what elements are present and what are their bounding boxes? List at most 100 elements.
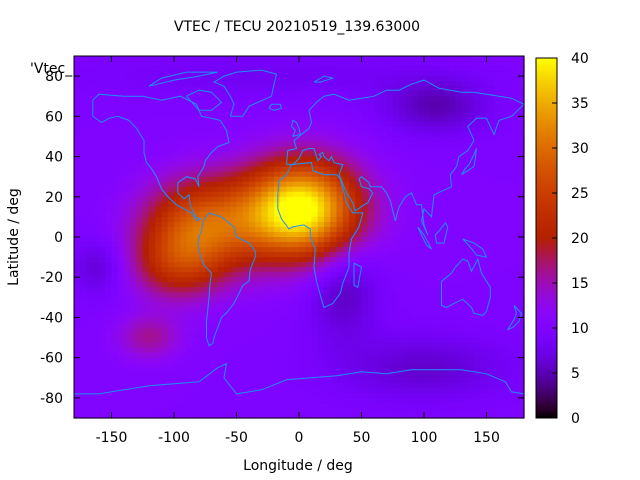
heat-cell bbox=[292, 367, 300, 374]
heat-cell bbox=[474, 96, 481, 102]
heat-cell bbox=[236, 317, 244, 324]
heat-cell bbox=[424, 171, 431, 178]
heat-cell bbox=[242, 101, 250, 107]
heat-cell bbox=[274, 327, 281, 334]
heat-cell bbox=[292, 156, 300, 163]
heat-cell bbox=[380, 292, 388, 298]
heat-cell bbox=[161, 156, 169, 163]
heat-cell bbox=[86, 242, 94, 248]
heat-cell bbox=[367, 116, 375, 122]
heat-cell bbox=[80, 392, 88, 399]
heat-cell bbox=[361, 322, 369, 329]
heat-cell bbox=[230, 221, 238, 228]
heat-cell bbox=[299, 297, 306, 303]
heat-cell bbox=[255, 196, 263, 203]
heat-cell bbox=[174, 387, 181, 394]
heat-cell bbox=[317, 237, 325, 243]
heat-cell bbox=[411, 66, 419, 72]
heat-cell bbox=[86, 307, 94, 314]
heat-cell bbox=[242, 277, 250, 283]
heat-cell bbox=[480, 362, 488, 369]
heat-cell bbox=[236, 347, 244, 354]
heat-cell bbox=[86, 221, 94, 228]
heat-cell bbox=[449, 367, 456, 374]
heat-cell bbox=[199, 91, 206, 97]
heat-cell bbox=[330, 327, 338, 334]
heat-cell bbox=[192, 267, 200, 273]
heat-cell bbox=[336, 126, 344, 133]
heat-cell bbox=[342, 151, 350, 158]
heat-cell bbox=[367, 257, 375, 263]
heat-cell bbox=[217, 76, 225, 82]
heat-cell bbox=[355, 121, 363, 127]
heat-cell bbox=[174, 252, 181, 258]
heat-cell bbox=[436, 126, 444, 133]
heat-cell bbox=[199, 287, 206, 293]
heat-cell bbox=[249, 196, 256, 203]
heat-cell bbox=[186, 267, 194, 273]
heat-cell bbox=[436, 196, 444, 203]
heat-cell bbox=[367, 56, 375, 62]
heat-cell bbox=[349, 347, 356, 354]
heat-cell bbox=[74, 71, 81, 77]
heat-cell bbox=[442, 96, 450, 102]
heat-cell bbox=[311, 86, 319, 92]
heat-cell bbox=[386, 166, 394, 173]
heat-cell bbox=[480, 372, 488, 379]
heat-cell bbox=[449, 327, 456, 334]
heat-cell bbox=[249, 176, 256, 183]
heat-cell bbox=[317, 367, 325, 374]
heat-cell bbox=[436, 56, 444, 62]
heat-cell bbox=[517, 287, 525, 293]
heat-cell bbox=[486, 161, 494, 168]
heat-cell bbox=[517, 397, 525, 404]
heat-cell bbox=[417, 312, 425, 319]
heat-cell bbox=[92, 191, 100, 198]
heat-cell bbox=[449, 262, 456, 268]
heat-cell bbox=[117, 402, 125, 409]
heat-cell bbox=[430, 322, 438, 329]
heat-cell bbox=[280, 186, 288, 193]
heat-cell bbox=[342, 211, 350, 218]
heat-cell bbox=[92, 327, 100, 334]
heat-cell bbox=[92, 277, 100, 283]
heat-cell bbox=[136, 237, 144, 243]
heat-cell bbox=[286, 111, 294, 117]
heat-cell bbox=[467, 307, 475, 314]
heat-cell bbox=[99, 302, 106, 308]
heat-cell bbox=[411, 247, 419, 253]
heat-cell bbox=[261, 292, 269, 298]
heat-cell bbox=[405, 181, 413, 188]
heat-cell bbox=[367, 111, 375, 117]
heat-cell bbox=[92, 267, 100, 273]
heat-cell bbox=[336, 252, 344, 258]
heat-cell bbox=[242, 181, 250, 188]
heat-cell bbox=[480, 226, 488, 233]
heat-cell bbox=[292, 282, 300, 288]
heat-cell bbox=[117, 267, 125, 273]
heat-cell bbox=[311, 302, 319, 308]
heat-cell bbox=[480, 382, 488, 389]
heat-cell bbox=[505, 392, 513, 399]
heat-cell bbox=[161, 131, 169, 138]
heat-cell bbox=[161, 322, 169, 329]
heat-cell bbox=[417, 101, 425, 107]
heat-cell bbox=[480, 131, 488, 138]
heat-cell bbox=[199, 226, 206, 233]
heat-cell bbox=[449, 392, 456, 399]
heat-cell bbox=[417, 307, 425, 314]
heat-cell bbox=[511, 357, 519, 364]
heat-cell bbox=[86, 211, 94, 218]
heat-cell bbox=[211, 81, 219, 87]
heat-cell bbox=[486, 186, 494, 193]
heat-cell bbox=[367, 397, 375, 404]
heat-cell bbox=[136, 357, 144, 364]
heat-cell bbox=[455, 287, 463, 293]
heat-cell bbox=[249, 186, 256, 193]
heat-cell bbox=[280, 221, 288, 228]
heat-cell bbox=[411, 96, 419, 102]
heat-cell bbox=[105, 307, 113, 314]
heat-cell bbox=[174, 211, 181, 218]
heat-cell bbox=[492, 116, 500, 122]
heat-cell bbox=[511, 272, 519, 278]
